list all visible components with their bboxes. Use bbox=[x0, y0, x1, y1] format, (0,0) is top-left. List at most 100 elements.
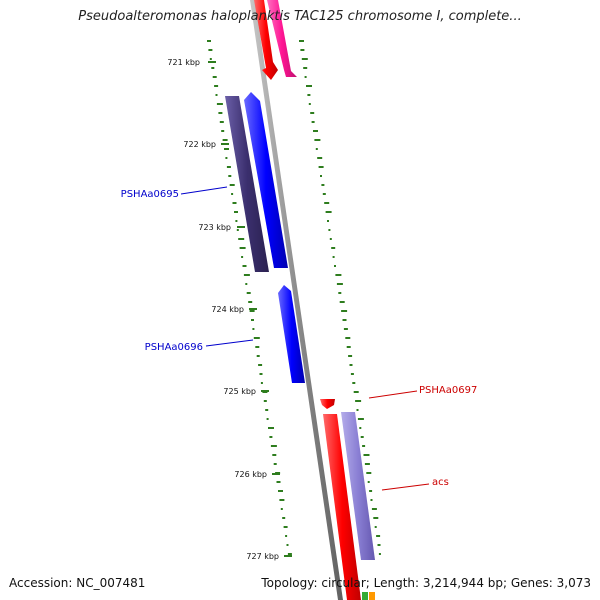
gc-dash bbox=[310, 112, 315, 114]
gc-dash bbox=[238, 238, 245, 240]
gene-feature-dark-purple bbox=[225, 96, 269, 272]
gc-dash bbox=[235, 220, 238, 222]
gc-dash bbox=[327, 220, 329, 222]
gc-dash bbox=[283, 526, 288, 528]
gc-dash bbox=[371, 508, 377, 510]
gene-feature-red-top bbox=[254, 0, 278, 80]
gc-dash bbox=[280, 508, 283, 510]
gc-dash bbox=[364, 463, 370, 465]
gc-dash bbox=[222, 139, 228, 141]
scale-label-722: 722 kbp bbox=[183, 140, 216, 149]
gene-label-psha0697[interactable]: PSHAa0697 bbox=[419, 385, 477, 396]
gc-dash bbox=[353, 391, 359, 393]
gc-dash bbox=[226, 166, 231, 168]
gc-dash bbox=[343, 328, 348, 330]
gc-dash bbox=[336, 283, 343, 285]
gc-dash bbox=[219, 121, 224, 123]
gc-dash bbox=[259, 373, 263, 375]
gc-dash bbox=[315, 148, 318, 150]
gc-dash bbox=[350, 373, 354, 375]
gc-dash bbox=[356, 409, 359, 411]
gc-dash bbox=[224, 148, 229, 150]
gc-dash bbox=[301, 58, 308, 60]
gc-dash bbox=[287, 553, 292, 555]
gene-feature-psha0696 bbox=[278, 285, 305, 383]
gc-dash bbox=[334, 265, 336, 267]
gc-dash bbox=[352, 382, 356, 384]
gc-dash bbox=[221, 130, 225, 132]
gc-dash bbox=[207, 40, 211, 42]
gc-dash bbox=[313, 130, 318, 132]
gc-dash bbox=[304, 76, 307, 78]
gene-features bbox=[225, 0, 375, 600]
gc-dash bbox=[339, 301, 345, 303]
gene-labels: PSHAa0695 PSHAa0696 PSHAa0697 acs bbox=[121, 189, 478, 488]
gc-dash bbox=[278, 490, 283, 492]
scale-label-727: 727 kbp bbox=[246, 552, 279, 561]
gc-dash bbox=[342, 319, 347, 321]
gc-dash bbox=[373, 517, 379, 519]
gc-dash bbox=[255, 346, 260, 348]
gc-dash bbox=[256, 355, 260, 357]
gc-dash bbox=[363, 454, 370, 456]
gc-dash bbox=[374, 526, 377, 528]
gc-dash bbox=[266, 418, 269, 420]
gc-dash bbox=[211, 67, 215, 69]
scale-label-723: 723 kbp bbox=[198, 223, 231, 232]
gc-dash bbox=[378, 553, 381, 555]
gc-dash bbox=[251, 319, 254, 321]
gc-dash bbox=[349, 364, 353, 366]
scale-label-725: 725 kbp bbox=[223, 387, 256, 396]
gc-dash bbox=[279, 499, 285, 501]
gc-dash bbox=[348, 355, 353, 357]
gc-dash bbox=[276, 481, 281, 483]
gc-dash bbox=[318, 166, 324, 168]
gc-dash bbox=[357, 418, 364, 420]
gc-dash bbox=[328, 229, 331, 231]
gc-dash bbox=[320, 175, 322, 177]
gene-feature-red-bottom bbox=[323, 414, 361, 600]
gene-label-psha0696[interactable]: PSHAa0696 bbox=[145, 342, 203, 353]
gc-dash bbox=[214, 85, 219, 87]
gc-dash bbox=[234, 211, 238, 213]
gc-content-track-right bbox=[299, 40, 381, 555]
gene-label-acs[interactable]: acs bbox=[432, 477, 449, 488]
gc-dash bbox=[273, 463, 277, 465]
gc-dash bbox=[331, 247, 336, 249]
gc-dash bbox=[314, 139, 321, 141]
gc-dash bbox=[216, 103, 223, 105]
gc-dash bbox=[212, 76, 217, 78]
gene-feature-orange bbox=[369, 592, 375, 600]
gc-dash bbox=[225, 157, 228, 159]
gc-dash bbox=[253, 337, 260, 339]
gene-label-psha0695[interactable]: PSHAa0695 bbox=[121, 189, 179, 200]
gc-dash bbox=[369, 490, 373, 492]
gc-dash bbox=[249, 310, 255, 312]
gc-dash bbox=[215, 94, 218, 96]
gc-dash bbox=[345, 337, 351, 339]
gc-dash bbox=[362, 445, 366, 447]
gc-dash bbox=[286, 544, 289, 546]
gc-dash bbox=[322, 193, 326, 195]
gc-dash bbox=[300, 49, 305, 51]
gc-dash bbox=[258, 364, 263, 366]
leader-line-psha0695 bbox=[180, 186, 228, 195]
scale-label-726: 726 kbp bbox=[234, 470, 267, 479]
gc-dash bbox=[377, 544, 381, 546]
gene-feature-light-purple bbox=[341, 412, 375, 560]
gc-dash bbox=[321, 184, 325, 186]
scale-ticks bbox=[208, 61, 292, 557]
accession-label: Accession: NC_007481 bbox=[9, 576, 146, 590]
gc-dash bbox=[367, 481, 370, 483]
gc-dash bbox=[329, 238, 332, 240]
gene-leader-lines bbox=[180, 186, 430, 491]
gc-dash bbox=[231, 193, 234, 195]
gc-dash bbox=[209, 58, 212, 60]
gc-dash bbox=[252, 328, 255, 330]
gc-dash bbox=[265, 409, 269, 411]
gc-dash bbox=[228, 175, 232, 177]
gc-dash bbox=[359, 427, 362, 429]
gc-dash bbox=[325, 211, 332, 213]
leader-line-psha0697 bbox=[368, 390, 418, 399]
